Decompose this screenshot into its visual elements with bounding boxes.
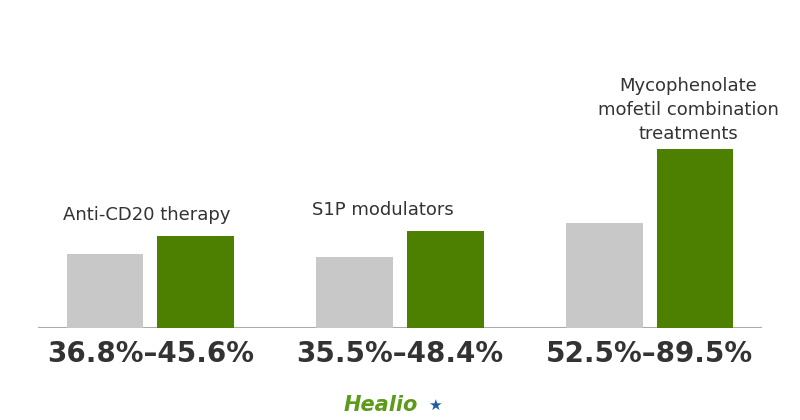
- Bar: [407, 231, 484, 328]
- Text: ★: ★: [428, 398, 442, 413]
- Text: S1P modulators: S1P modulators: [313, 201, 454, 219]
- Text: Increases in seroconversion among patients undergoing: Increases in seroconversion among patien…: [79, 28, 721, 47]
- Bar: [66, 254, 143, 328]
- Bar: [657, 149, 734, 328]
- Text: immunotherapy after a third COVID-19 vaccine dose:: immunotherapy after a third COVID-19 vac…: [98, 71, 702, 90]
- Text: 35.5%–48.4%: 35.5%–48.4%: [297, 341, 503, 368]
- Bar: [566, 223, 642, 328]
- Text: 52.5%–89.5%: 52.5%–89.5%: [546, 341, 753, 368]
- Bar: [158, 236, 234, 328]
- Text: 36.8%–45.6%: 36.8%–45.6%: [47, 341, 254, 368]
- Text: Anti-CD20 therapy: Anti-CD20 therapy: [63, 206, 230, 224]
- Bar: [316, 257, 393, 328]
- Text: Healio: Healio: [344, 395, 418, 415]
- Text: Mycophenolate
mofetil combination
treatments: Mycophenolate mofetil combination treatm…: [598, 77, 778, 143]
